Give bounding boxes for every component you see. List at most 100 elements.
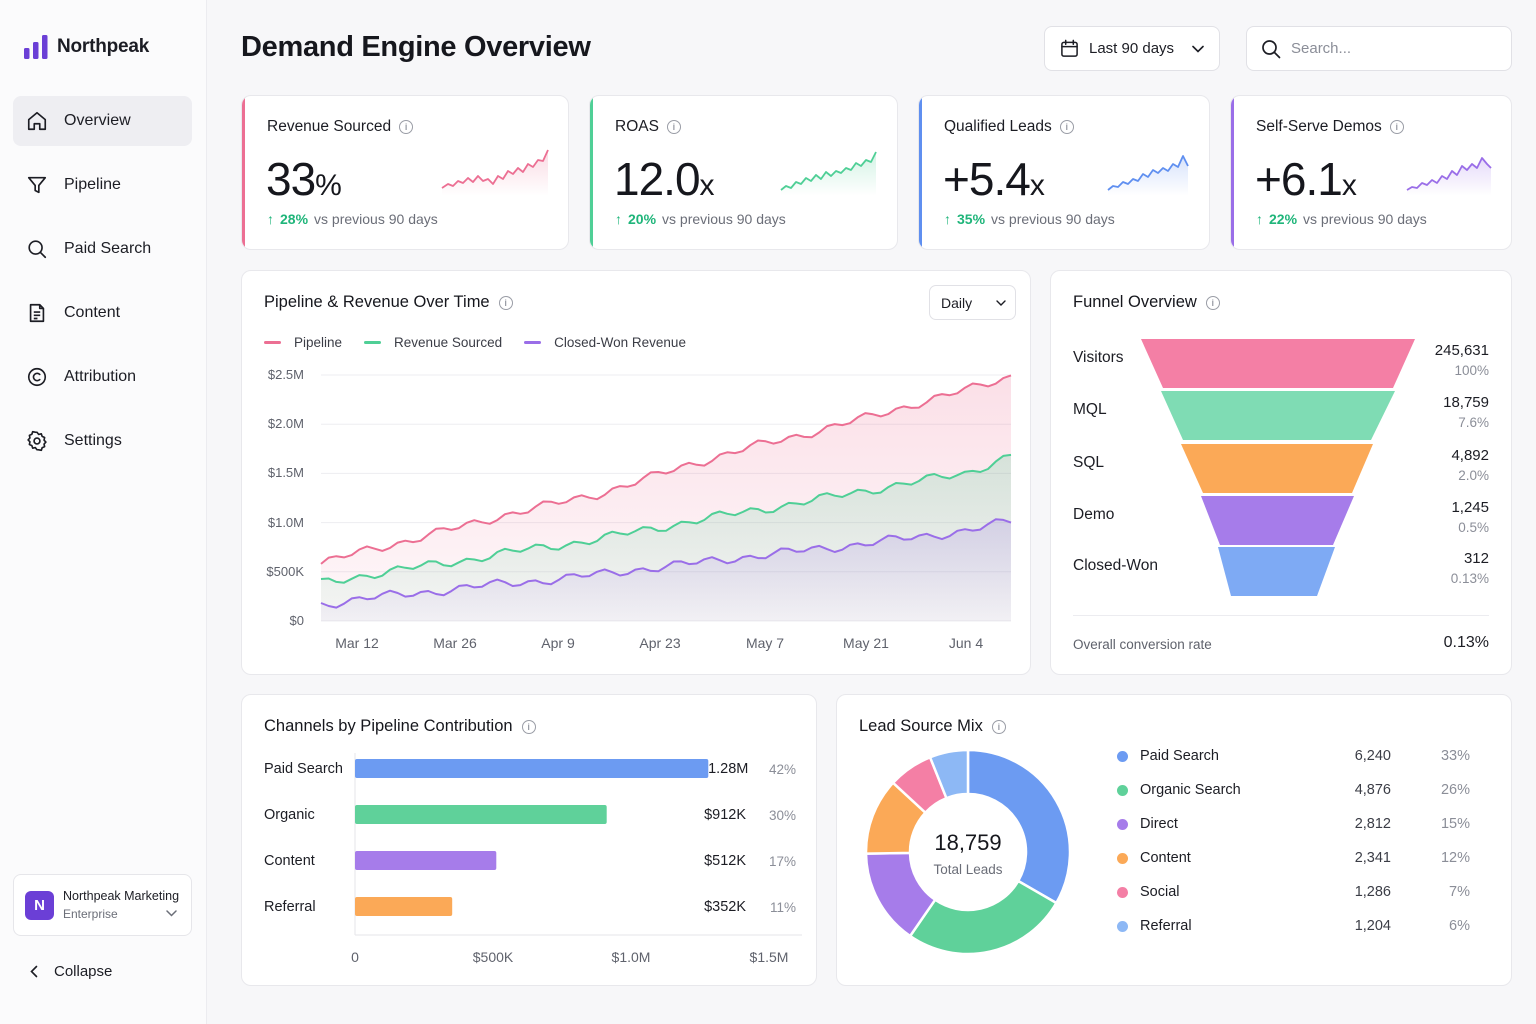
org-avatar: N [25, 890, 54, 920]
funnel-stage-1[interactable] [1161, 391, 1395, 440]
sidebar-item-pipeline[interactable]: Pipeline [13, 160, 192, 210]
bar-value-label: $912K [704, 807, 746, 823]
legend-row[interactable]: Paid Search 6,240 33% [1117, 747, 1477, 767]
funnel-stage-label: Visitors [1073, 349, 1124, 366]
sidebar-item-settings[interactable]: Settings [13, 416, 192, 466]
org-switcher[interactable]: N Northpeak Marketing Enterprise [13, 874, 192, 936]
line-series-1[interactable] [320, 453, 1012, 584]
sidebar-item-paid-search[interactable]: Paid Search [13, 224, 192, 274]
sidebar-item-attribution[interactable]: Attribution [13, 352, 192, 402]
bar-paid-search[interactable] [355, 759, 709, 778]
search-input[interactable] [1291, 40, 1491, 57]
channels-bar-chart [354, 753, 802, 936]
brand-logo[interactable]: Northpeak [24, 34, 149, 60]
donut-slice-referral[interactable] [928, 748, 970, 800]
kpi-card-self-serve-demos: Self-Serve Demos i +6.1x ↑ 22% vs previous … [1230, 95, 1512, 250]
line-series-0[interactable] [320, 374, 1012, 565]
line-series-2[interactable] [320, 518, 1012, 609]
legend-label: Referral [1140, 918, 1192, 934]
document-icon [29, 303, 45, 323]
funnel-stage-pct: 100% [1454, 363, 1489, 378]
funnel-stage-2[interactable] [1181, 444, 1373, 493]
info-icon[interactable]: i [991, 719, 1006, 734]
bar-referral[interactable] [355, 897, 453, 916]
sidebar-item-label: Pipeline [64, 176, 121, 193]
legend-dot [1117, 785, 1128, 796]
org-name: Northpeak Marketing [63, 889, 180, 903]
legend-row[interactable]: Content 2,341 12% [1117, 849, 1477, 869]
donut-total-label: Total Leads [933, 862, 1003, 877]
info-icon[interactable]: i [498, 295, 513, 310]
funnel-stage-pct: 0.13% [1450, 571, 1489, 586]
bar-value-label: $1.28M [700, 761, 749, 777]
info-icon[interactable]: i [666, 120, 681, 134]
donut-slice-organic-search[interactable] [908, 879, 1059, 956]
sidebar-item-overview[interactable]: Overview [13, 96, 192, 146]
home-icon [27, 111, 47, 131]
info-icon[interactable]: i [1205, 295, 1220, 310]
info-icon[interactable]: i [521, 719, 536, 734]
sidebar-item-label: Paid Search [64, 240, 152, 257]
bar-content[interactable] [355, 851, 497, 870]
bar-pct-label: 42% [768, 762, 796, 777]
funnel-stage-label: Demo [1073, 506, 1115, 523]
sidebar-item-label: Content [64, 304, 121, 321]
x-tick-label: $1.5M [749, 949, 789, 965]
date-range-select[interactable]: Last 90 days [1044, 26, 1220, 71]
collapse-button[interactable]: Collapse [30, 963, 112, 980]
bar-category-label: Paid Search [264, 761, 343, 777]
legend-item-revenue-sourced[interactable]: Revenue Sourced [364, 335, 502, 350]
gear-icon [27, 430, 47, 452]
brand-name: Northpeak [57, 36, 150, 57]
kpi-change: ↑ 35% vs previous 90 days [944, 211, 1115, 227]
legend-row[interactable]: Referral 1,204 6% [1117, 917, 1477, 937]
kpi-change: ↑ 20% vs previous 90 days [615, 211, 786, 227]
arrow-up-icon: ↑ [267, 211, 274, 227]
bar-pct-label: 17% [768, 854, 796, 869]
sparkline-self-serve-demos [1406, 157, 1492, 196]
kpi-card-revenue-sourced: Revenue Sourced i 33% ↑ 28% vs previous 90 … [241, 95, 569, 250]
sparkline-roas [780, 151, 877, 196]
kpi-change: ↑ 22% vs previous 90 days [1256, 211, 1427, 227]
granularity-select[interactable]: Daily [929, 285, 1016, 320]
bar-category-label: Referral [264, 899, 316, 915]
legend-row[interactable]: Organic Search 4,876 26% [1117, 781, 1477, 801]
granularity-label: Daily [941, 294, 973, 311]
kpi-title: Self-Serve Demos i [1256, 118, 1404, 136]
bar-value-label: $352K [704, 899, 746, 915]
y-tick-label: $1.0M [267, 514, 304, 530]
donut-slice-paid-search[interactable] [966, 748, 1072, 905]
legend-item-closed-won-revenue[interactable]: Closed-Won Revenue [524, 335, 686, 350]
kpi-title: Revenue Sourced i [267, 118, 414, 136]
search-box[interactable] [1246, 26, 1512, 71]
channels-card: Channels by Pipeline Contribution i Paid … [241, 694, 817, 986]
chevron-down-icon [166, 910, 177, 917]
arrow-up-icon: ↑ [1256, 211, 1263, 227]
bar-organic[interactable] [355, 805, 607, 824]
lead-source-donut [864, 748, 1072, 956]
info-icon[interactable]: i [1059, 120, 1074, 134]
bar-pct-label: 11% [769, 900, 796, 915]
funnel-stage-4[interactable] [1218, 547, 1335, 596]
funnel-stage-0[interactable] [1141, 339, 1415, 388]
sidebar-item-label: Overview [64, 112, 131, 129]
info-icon[interactable]: i [399, 120, 414, 134]
legend-item-pipeline[interactable]: Pipeline [264, 335, 342, 350]
org-plan: Enterprise [63, 907, 118, 921]
x-tick-label: Apr 9 [541, 635, 575, 651]
sidebar-item-label: Attribution [64, 368, 137, 385]
sidebar-item-content[interactable]: Content [13, 288, 192, 338]
legend-row[interactable]: Direct 2,812 15% [1117, 815, 1477, 835]
info-icon[interactable]: i [1389, 120, 1404, 134]
calendar-icon [1061, 39, 1078, 57]
funnel-stage-3[interactable] [1201, 496, 1354, 545]
legend-row[interactable]: Social 1,286 7% [1117, 883, 1477, 903]
legend-dot [1117, 751, 1128, 762]
collapse-label: Collapse [54, 963, 113, 980]
kpi-title: Qualified Leads i [944, 118, 1074, 136]
legend-pct: 12% [1440, 850, 1470, 866]
funnel-stage-value: 1,245 [1451, 499, 1489, 516]
funnel-stage-value: 245,631 [1434, 342, 1489, 359]
legend-dot [1117, 853, 1128, 864]
kpi-card-qualified-leads: Qualified Leads i +5.4x ↑ 35% vs previous 9… [918, 95, 1210, 250]
